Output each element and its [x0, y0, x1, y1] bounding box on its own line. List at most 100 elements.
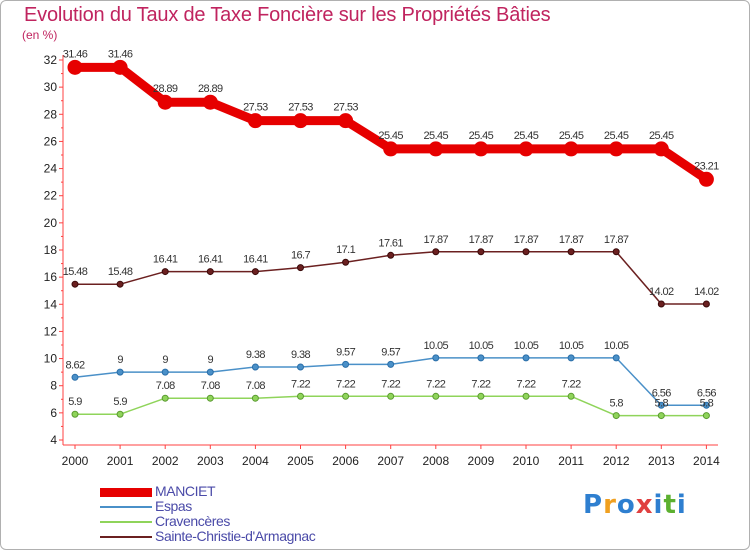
data-point	[473, 141, 489, 157]
data-label: 17.1	[336, 244, 355, 256]
data-point	[383, 141, 399, 157]
y-tick-label: 4	[50, 433, 57, 447]
x-tick-label: 2006	[332, 454, 359, 468]
data-point	[71, 410, 79, 418]
data-point	[342, 392, 350, 400]
data-label: 7.22	[471, 378, 490, 390]
y-tick-label: 10	[44, 352, 58, 366]
data-label: 27.53	[333, 102, 358, 114]
x-tick-label: 2002	[152, 454, 179, 468]
data-label: 5.9	[113, 396, 127, 408]
data-label: 9	[162, 354, 168, 366]
logo-letter: x	[635, 490, 654, 520]
data-point	[342, 258, 350, 266]
logo-letter: i	[676, 490, 687, 520]
data-point	[161, 368, 169, 376]
data-label: 14.02	[649, 286, 674, 298]
y-tick-label: 18	[44, 243, 58, 257]
data-point	[247, 113, 263, 129]
data-point	[251, 394, 259, 402]
data-point	[157, 94, 173, 110]
data-point	[698, 171, 714, 187]
data-point	[567, 392, 575, 400]
data-label: 9.38	[246, 349, 265, 361]
data-point	[477, 354, 485, 362]
legend-label-manciet: MANCIET	[155, 483, 216, 499]
data-label: 17.87	[604, 234, 629, 246]
data-point	[522, 354, 530, 362]
data-point	[432, 248, 440, 256]
data-label: 15.48	[108, 266, 133, 278]
y-unit-label: (en %)	[22, 28, 58, 42]
chart-title: Evolution du Taux de Taxe Foncière sur l…	[24, 4, 551, 26]
data-point	[518, 141, 534, 157]
data-point	[297, 392, 304, 400]
data-point	[71, 373, 79, 381]
data-label: 17.61	[378, 237, 403, 249]
series-lines	[67, 59, 714, 420]
x-tick-label: 2008	[422, 454, 449, 468]
data-point	[522, 248, 530, 256]
y-tick-label: 14	[44, 297, 58, 311]
data-label: 27.53	[288, 102, 313, 114]
data-label: 28.89	[153, 83, 178, 95]
y-tick-label: 8	[50, 379, 57, 393]
data-point	[387, 251, 395, 259]
data-point	[567, 354, 575, 362]
data-label: 31.46	[63, 48, 88, 60]
data-label: 7.22	[516, 378, 535, 390]
data-point	[387, 360, 395, 368]
logo-letter: i	[653, 490, 664, 520]
y-tick-label: 32	[44, 53, 58, 67]
data-point	[251, 268, 259, 276]
data-label: 25.45	[378, 130, 403, 142]
x-tick-label: 2004	[242, 454, 269, 468]
legend-swatch-espas	[100, 506, 152, 508]
data-point	[206, 368, 214, 376]
x-tick-label: 2000	[62, 454, 89, 468]
data-point	[522, 392, 530, 400]
data-label: 5.8	[609, 398, 623, 410]
data-point	[612, 412, 620, 420]
legend-label-sainte-christie: Sainte-Christie-d'Armagnac	[155, 528, 316, 544]
data-point	[71, 280, 79, 288]
legend-label-cravenceres: Cravencères	[155, 513, 230, 529]
x-tick-label: 2013	[648, 454, 675, 468]
y-tick-label: 28	[44, 107, 58, 121]
data-label: 16.7	[291, 250, 310, 262]
y-tick-label: 16	[44, 270, 58, 284]
data-point	[161, 268, 169, 276]
y-tick-label: 20	[44, 216, 58, 230]
data-point	[116, 410, 124, 418]
data-point	[653, 141, 669, 157]
data-label: 25.45	[514, 130, 539, 142]
data-point	[702, 300, 710, 308]
x-tick-label: 2005	[287, 454, 314, 468]
data-point	[702, 412, 710, 420]
data-label: 10.05	[514, 340, 539, 352]
data-label: 14.02	[694, 286, 719, 298]
data-label: 9.57	[381, 346, 400, 358]
proxiti-logo: Proxiti	[583, 490, 687, 520]
y-tick-label: 22	[44, 189, 58, 203]
y-tick-label: 26	[44, 134, 58, 148]
data-label: 17.87	[469, 234, 494, 246]
logo-letter: P	[583, 490, 604, 520]
data-point	[338, 113, 354, 129]
data-label: 9	[208, 354, 214, 366]
data-label: 9.38	[291, 349, 310, 361]
data-point	[342, 360, 350, 368]
data-label: 10.05	[559, 340, 584, 352]
data-label: 7.22	[336, 378, 355, 390]
data-label: 16.41	[153, 254, 178, 266]
data-label: 7.08	[201, 380, 220, 392]
legend-swatch-sainte-christie	[100, 536, 152, 538]
data-point	[206, 268, 214, 276]
data-point	[297, 363, 304, 371]
x-tick-label: 2003	[197, 454, 224, 468]
data-point	[116, 368, 124, 376]
legend-swatch-cravenceres	[100, 521, 152, 523]
data-label: 6.56	[652, 387, 671, 399]
y-tick-label: 12	[44, 324, 58, 338]
